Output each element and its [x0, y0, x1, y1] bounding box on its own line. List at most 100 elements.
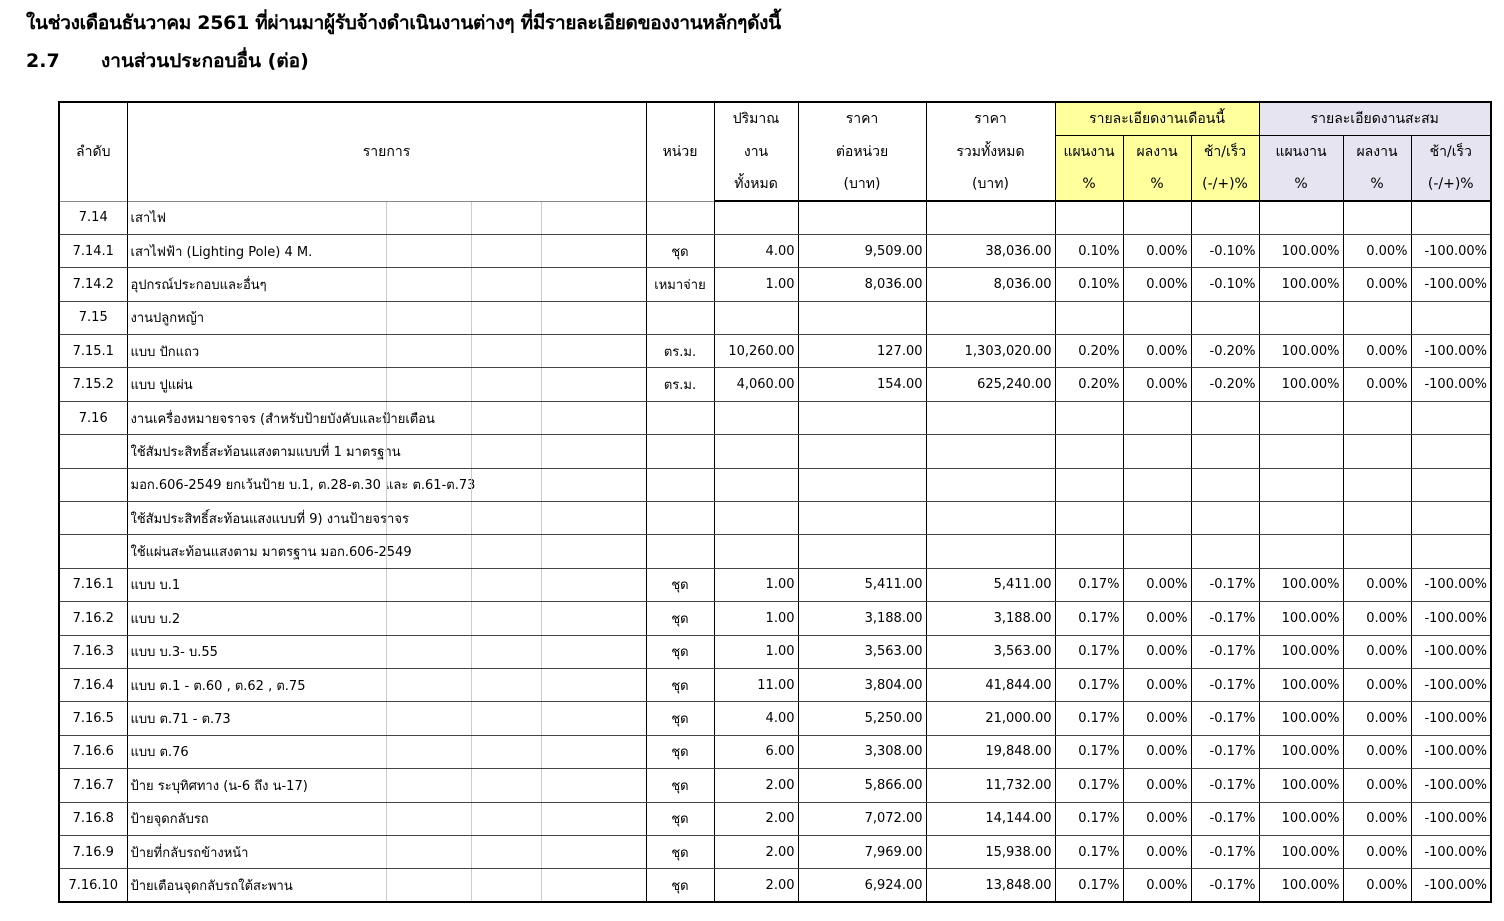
quantity: 11.00 — [713, 667, 799, 703]
quantity: 1.00 — [713, 601, 799, 636]
gridline — [540, 568, 542, 602]
total-price: 1,303,020.00 — [925, 334, 1056, 369]
unit-price: 3,804.00 — [797, 667, 927, 703]
cum-actual: 0.00% — [1342, 801, 1412, 836]
cum-diff: -100.00% — [1410, 634, 1492, 669]
month-plan: 0.20% — [1054, 367, 1124, 402]
unit — [645, 434, 715, 469]
unit-price: 5,866.00 — [797, 768, 927, 803]
total-price: 14,144.00 — [925, 801, 1056, 836]
month-actual: 0.00% — [1122, 567, 1192, 603]
cum-actual: 0.00% — [1342, 267, 1412, 302]
cum-actual: 0.00% — [1342, 868, 1412, 903]
quantity: 4.00 — [713, 701, 799, 736]
item-desc: ใช้สัมประสิทธิ์สะท้อนแสงตามแบบที่ 1 มาตร… — [126, 434, 647, 469]
gridline — [470, 502, 472, 535]
month-plan: 0.17% — [1054, 601, 1124, 636]
gridline — [540, 535, 542, 568]
gridline — [470, 401, 472, 435]
unit-price: 6,924.00 — [797, 868, 927, 903]
gridline — [470, 468, 472, 502]
item-no: 7.16.8 — [58, 801, 128, 836]
quantity: 2.00 — [713, 868, 799, 903]
month-actual: 0.00% — [1122, 768, 1192, 803]
cum-diff — [1410, 467, 1492, 503]
item-desc: ป้ายจุดกลับรถ — [126, 801, 647, 836]
gridline — [540, 502, 542, 535]
unit — [645, 467, 715, 503]
item-desc: แบบ บ.2 — [126, 601, 647, 636]
table-row: 7.15.2 แบบ ปูแผ่น ตร.ม. 4,060.00 154.00 625,2… — [58, 367, 1492, 402]
item-no: 7.16.1 — [58, 567, 128, 603]
gridline — [540, 368, 542, 401]
cum-actual: 0.00% — [1342, 233, 1412, 269]
header-month-plan: แผนงาน — [1054, 135, 1124, 168]
gridline — [470, 635, 472, 668]
unit: ตร.ม. — [645, 334, 715, 369]
cum-plan — [1258, 434, 1344, 469]
month-plan — [1054, 534, 1124, 569]
month-plan: 0.17% — [1054, 834, 1124, 870]
unit: ชุด — [645, 601, 715, 636]
table-row: 7.16 งานเครื่องหมายจราจร (สำหรับป้ายบังคั… — [58, 400, 1492, 436]
gridline — [540, 234, 542, 268]
cum-diff: -100.00% — [1410, 233, 1492, 269]
month-diff: -0.17% — [1190, 834, 1260, 870]
gridline — [540, 635, 542, 668]
cum-plan: 100.00% — [1258, 334, 1344, 369]
header-price-3: (บาท) — [797, 168, 927, 202]
month-plan: 0.10% — [1054, 267, 1124, 302]
cum-actual: 0.00% — [1342, 667, 1412, 703]
total-price: 11,732.00 — [925, 768, 1056, 803]
gridline — [540, 802, 542, 835]
item-no: 7.16 — [58, 400, 128, 436]
header-month-diff: ช้า/เร็ว — [1190, 135, 1260, 168]
total-price — [925, 534, 1056, 569]
section-title: 2.7 งานส่วนประกอบอื่น (ต่อ) — [26, 46, 309, 76]
unit: ตร.ม. — [645, 367, 715, 402]
unit: ชุด — [645, 868, 715, 903]
gridline — [385, 735, 387, 769]
header-price-2: ต่อหน่วย — [797, 135, 927, 168]
unit: ชุด — [645, 834, 715, 870]
cum-actual — [1342, 467, 1412, 503]
quantity: 4.00 — [713, 233, 799, 269]
header-total: ราคา — [925, 101, 1056, 135]
gridline — [385, 769, 387, 802]
gridline — [540, 468, 542, 502]
month-diff — [1190, 467, 1260, 503]
item-desc: แบบ บ.3- บ.55 — [126, 634, 647, 669]
gridline — [385, 802, 387, 835]
item-no — [58, 534, 128, 569]
total-price — [925, 400, 1056, 436]
month-actual: 0.00% — [1122, 634, 1192, 669]
gridline — [470, 435, 472, 468]
month-diff: -0.10% — [1190, 267, 1260, 302]
header-qty-2: งาน — [713, 135, 799, 168]
cum-plan: 100.00% — [1258, 801, 1344, 836]
cum-diff: -100.00% — [1410, 834, 1492, 870]
table-row: 7.16.3 แบบ บ.3- บ.55 ชุด 1.00 3,563.00 3,563.… — [58, 634, 1492, 669]
month-actual: 0.00% — [1122, 334, 1192, 369]
month-plan: 0.17% — [1054, 634, 1124, 669]
gridline — [470, 769, 472, 802]
cum-plan — [1258, 300, 1344, 336]
header-month: รายละเอียดงานเดือนนี้ — [1054, 101, 1260, 136]
month-actual — [1122, 300, 1192, 336]
item-no: 7.15.1 — [58, 334, 128, 369]
table-row: 7.15 งานปลูกหญ้า — [58, 300, 1492, 336]
unit — [645, 534, 715, 569]
unit-price: 5,250.00 — [797, 701, 927, 736]
gridline — [540, 401, 542, 435]
header-qty-3: ทั้งหมด — [713, 168, 799, 202]
cum-diff: -100.00% — [1410, 801, 1492, 836]
month-actual — [1122, 534, 1192, 569]
cum-plan: 100.00% — [1258, 667, 1344, 703]
unit-price: 3,188.00 — [797, 601, 927, 636]
month-diff: -0.17% — [1190, 801, 1260, 836]
table-row: 7.15.1 แบบ ปักแถว ตร.ม. 10,260.00 127.00 1,30… — [58, 334, 1492, 369]
unit-price: 3,563.00 — [797, 634, 927, 669]
month-diff: -0.10% — [1190, 233, 1260, 269]
gridline — [385, 535, 387, 568]
gridline — [540, 268, 542, 301]
